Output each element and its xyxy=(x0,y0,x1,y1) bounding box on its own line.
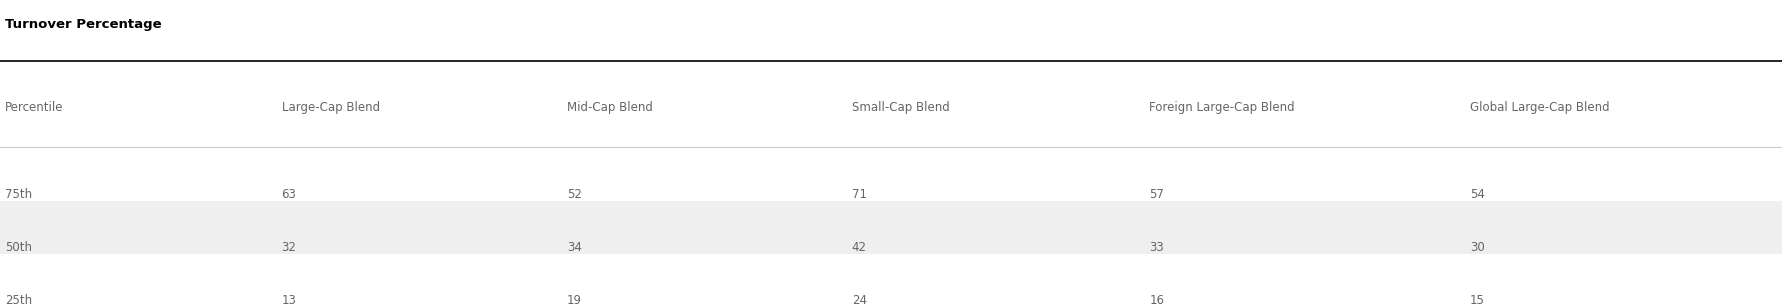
Bar xyxy=(0,254,1782,304)
Text: Foreign Large-Cap Blend: Foreign Large-Cap Blend xyxy=(1149,102,1296,114)
Bar xyxy=(0,147,1782,201)
Text: 32: 32 xyxy=(282,241,296,254)
Text: 42: 42 xyxy=(852,241,866,254)
Text: 19: 19 xyxy=(567,295,581,304)
Text: 52: 52 xyxy=(567,188,581,201)
Text: Turnover Percentage: Turnover Percentage xyxy=(5,18,162,31)
Text: Percentile: Percentile xyxy=(5,102,64,114)
Text: Small-Cap Blend: Small-Cap Blend xyxy=(852,102,950,114)
Text: 57: 57 xyxy=(1149,188,1164,201)
Text: 71: 71 xyxy=(852,188,866,201)
Text: 15: 15 xyxy=(1470,295,1484,304)
Text: 16: 16 xyxy=(1149,295,1164,304)
Text: 25th: 25th xyxy=(5,295,32,304)
Bar xyxy=(0,201,1782,254)
Text: 33: 33 xyxy=(1149,241,1164,254)
Text: Large-Cap Blend: Large-Cap Blend xyxy=(282,102,380,114)
Text: 54: 54 xyxy=(1470,188,1484,201)
Text: 30: 30 xyxy=(1470,241,1484,254)
Text: Mid-Cap Blend: Mid-Cap Blend xyxy=(567,102,652,114)
Text: 13: 13 xyxy=(282,295,296,304)
Text: 24: 24 xyxy=(852,295,866,304)
Text: 75th: 75th xyxy=(5,188,32,201)
Text: Global Large-Cap Blend: Global Large-Cap Blend xyxy=(1470,102,1609,114)
Text: 50th: 50th xyxy=(5,241,32,254)
Text: 63: 63 xyxy=(282,188,296,201)
Text: 34: 34 xyxy=(567,241,581,254)
